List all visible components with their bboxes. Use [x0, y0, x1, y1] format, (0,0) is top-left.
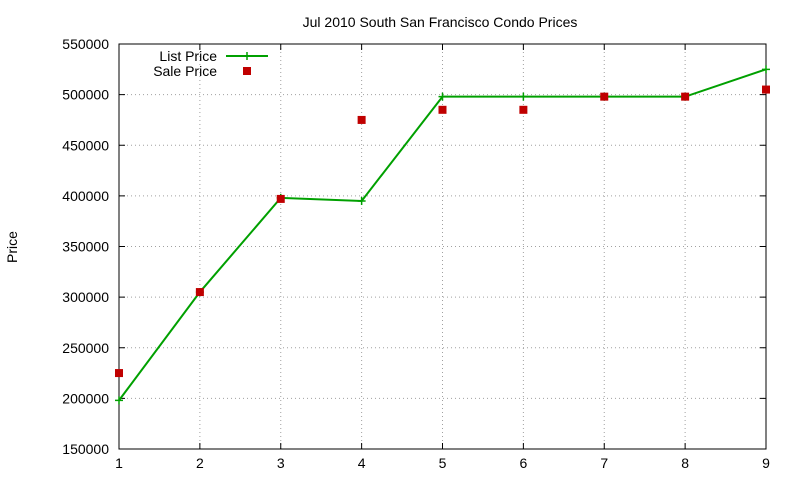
- x-tick-label: 1: [115, 455, 123, 471]
- data-point-square: [681, 92, 690, 101]
- data-point-plus: [762, 65, 770, 74]
- legend-marker-square: [243, 67, 251, 75]
- data-point-square: [438, 105, 447, 114]
- y-tick-label: 200000: [62, 390, 109, 406]
- series-line: [118, 68, 767, 401]
- data-point-square: [195, 288, 204, 297]
- x-tick-label: 7: [600, 455, 608, 471]
- data-point-square: [357, 115, 366, 124]
- x-tick-label: 5: [439, 455, 447, 471]
- x-tick-label: 4: [358, 455, 366, 471]
- x-tick-label: 6: [519, 455, 527, 471]
- x-tick-label: 2: [196, 455, 204, 471]
- series-layer: [115, 65, 770, 405]
- x-tick-label: 9: [762, 455, 770, 471]
- data-point-plus: [115, 396, 123, 405]
- series-sale-price: [115, 85, 770, 378]
- data-point-plus: [438, 92, 447, 101]
- chart-title: Jul 2010 South San Francisco Condo Price…: [303, 14, 578, 30]
- y-tick-label: 300000: [62, 289, 109, 305]
- y-tick-label: 400000: [62, 188, 109, 204]
- y-tick-label: 250000: [62, 340, 109, 356]
- x-axis: 1 2 3 4 5 6 7 8 9: [115, 44, 770, 471]
- legend-label: Sale Price: [153, 63, 217, 79]
- x-tick-label: 8: [681, 455, 689, 471]
- y-axis: 150000 200000 250000 300000 350000 400000 4500…: [62, 36, 766, 457]
- y-axis-label: Price: [4, 231, 20, 263]
- data-point-square: [600, 92, 609, 101]
- data-point-plus: [357, 196, 366, 205]
- x-tick-label: 3: [277, 455, 285, 471]
- data-point-square: [762, 85, 770, 94]
- y-tick-label: 550000: [62, 36, 109, 52]
- data-point-square: [115, 369, 123, 378]
- y-tick-label: 450000: [62, 137, 109, 153]
- y-tick-label: 350000: [62, 239, 109, 255]
- data-point-square: [519, 105, 528, 114]
- y-tick-label: 150000: [62, 441, 109, 457]
- legend-marker-plus: [243, 52, 251, 60]
- data-point-plus: [519, 92, 528, 101]
- grid: [119, 44, 766, 449]
- legend-label: List Price: [159, 48, 217, 64]
- data-point-square: [276, 194, 285, 203]
- y-tick-label: 500000: [62, 87, 109, 103]
